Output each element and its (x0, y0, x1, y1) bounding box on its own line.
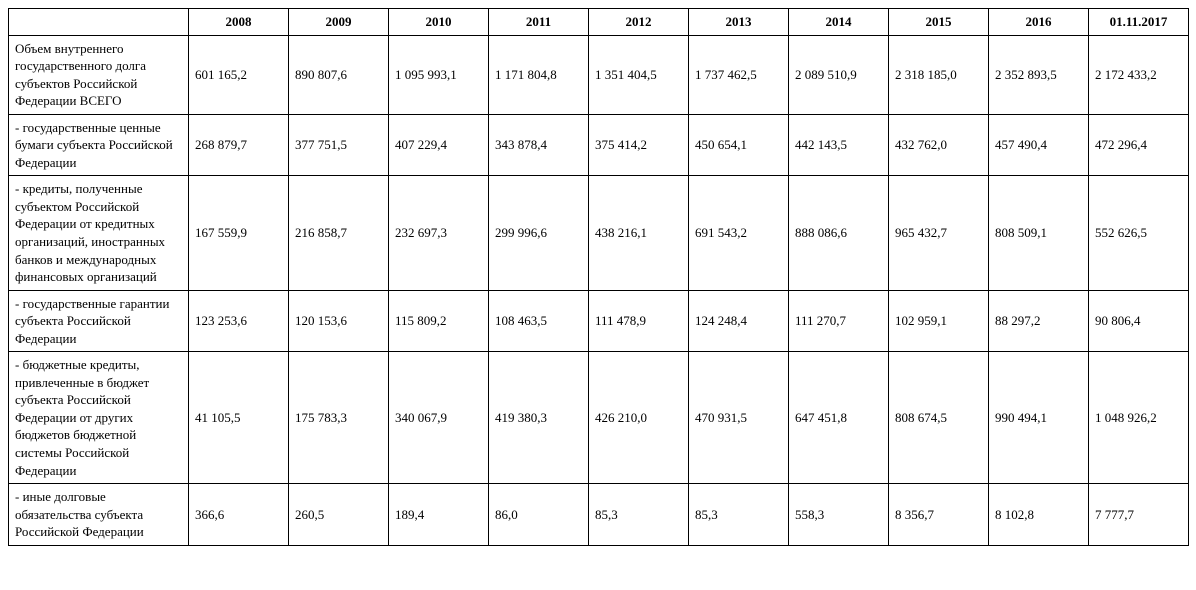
col-header-2017: 01.11.2017 (1089, 9, 1189, 36)
col-header-2012: 2012 (589, 9, 689, 36)
cell-value: 85,3 (589, 484, 689, 546)
col-header-empty (9, 9, 189, 36)
row-label: - государственные гарантии субъекта Росс… (9, 290, 189, 352)
cell-value: 442 143,5 (789, 114, 889, 176)
row-label: Объем внутреннего государственного долга… (9, 35, 189, 114)
cell-value: 85,3 (689, 484, 789, 546)
cell-value: 1 048 926,2 (1089, 352, 1189, 484)
cell-value: 115 809,2 (389, 290, 489, 352)
table-row: - государственные гарантии субъекта Росс… (9, 290, 1189, 352)
cell-value: 419 380,3 (489, 352, 589, 484)
cell-value: 366,6 (189, 484, 289, 546)
cell-value: 1 737 462,5 (689, 35, 789, 114)
cell-value: 88 297,2 (989, 290, 1089, 352)
cell-value: 377 751,5 (289, 114, 389, 176)
cell-value: 375 414,2 (589, 114, 689, 176)
col-header-2016: 2016 (989, 9, 1089, 36)
col-header-2015: 2015 (889, 9, 989, 36)
cell-value: 1 095 993,1 (389, 35, 489, 114)
cell-value: 1 171 804,8 (489, 35, 589, 114)
cell-value: 343 878,4 (489, 114, 589, 176)
table-row: - иные долговые обязательства субъекта Р… (9, 484, 1189, 546)
debt-structure-table: 2008 2009 2010 2011 2012 2013 2014 2015 … (8, 8, 1189, 546)
cell-value: 808 674,5 (889, 352, 989, 484)
col-header-2011: 2011 (489, 9, 589, 36)
cell-value: 167 559,9 (189, 176, 289, 290)
cell-value: 123 253,6 (189, 290, 289, 352)
cell-value: 2 318 185,0 (889, 35, 989, 114)
col-header-2008: 2008 (189, 9, 289, 36)
cell-value: 426 210,0 (589, 352, 689, 484)
cell-value: 8 102,8 (989, 484, 1089, 546)
cell-value: 102 959,1 (889, 290, 989, 352)
cell-value: 407 229,4 (389, 114, 489, 176)
col-header-2010: 2010 (389, 9, 489, 36)
table-body: Объем внутреннего государственного долга… (9, 35, 1189, 545)
cell-value: 7 777,7 (1089, 484, 1189, 546)
cell-value: 111 270,7 (789, 290, 889, 352)
cell-value: 890 807,6 (289, 35, 389, 114)
row-label: - кредиты, полученные субъектом Российск… (9, 176, 189, 290)
cell-value: 299 996,6 (489, 176, 589, 290)
cell-value: 175 783,3 (289, 352, 389, 484)
table-header-row: 2008 2009 2010 2011 2012 2013 2014 2015 … (9, 9, 1189, 36)
cell-value: 90 806,4 (1089, 290, 1189, 352)
cell-value: 472 296,4 (1089, 114, 1189, 176)
cell-value: 124 248,4 (689, 290, 789, 352)
cell-value: 86,0 (489, 484, 589, 546)
cell-value: 450 654,1 (689, 114, 789, 176)
cell-value: 965 432,7 (889, 176, 989, 290)
table-row: - кредиты, полученные субъектом Российск… (9, 176, 1189, 290)
cell-value: 432 762,0 (889, 114, 989, 176)
cell-value: 120 153,6 (289, 290, 389, 352)
cell-value: 2 172 433,2 (1089, 35, 1189, 114)
cell-value: 457 490,4 (989, 114, 1089, 176)
col-header-2009: 2009 (289, 9, 389, 36)
cell-value: 647 451,8 (789, 352, 889, 484)
cell-value: 340 067,9 (389, 352, 489, 484)
col-header-2013: 2013 (689, 9, 789, 36)
cell-value: 268 879,7 (189, 114, 289, 176)
row-label: - бюджетные кредиты, привлеченные в бюдж… (9, 352, 189, 484)
cell-value: 189,4 (389, 484, 489, 546)
cell-value: 888 086,6 (789, 176, 889, 290)
cell-value: 552 626,5 (1089, 176, 1189, 290)
col-header-2014: 2014 (789, 9, 889, 36)
table-row: Объем внутреннего государственного долга… (9, 35, 1189, 114)
cell-value: 2 352 893,5 (989, 35, 1089, 114)
cell-value: 8 356,7 (889, 484, 989, 546)
cell-value: 2 089 510,9 (789, 35, 889, 114)
table-row: - бюджетные кредиты, привлеченные в бюдж… (9, 352, 1189, 484)
cell-value: 808 509,1 (989, 176, 1089, 290)
cell-value: 111 478,9 (589, 290, 689, 352)
cell-value: 1 351 404,5 (589, 35, 689, 114)
row-label: - государственные ценные бумаги субъекта… (9, 114, 189, 176)
cell-value: 601 165,2 (189, 35, 289, 114)
cell-value: 41 105,5 (189, 352, 289, 484)
cell-value: 108 463,5 (489, 290, 589, 352)
cell-value: 260,5 (289, 484, 389, 546)
cell-value: 216 858,7 (289, 176, 389, 290)
table-row: - государственные ценные бумаги субъекта… (9, 114, 1189, 176)
cell-value: 691 543,2 (689, 176, 789, 290)
cell-value: 990 494,1 (989, 352, 1089, 484)
cell-value: 438 216,1 (589, 176, 689, 290)
cell-value: 232 697,3 (389, 176, 489, 290)
cell-value: 470 931,5 (689, 352, 789, 484)
row-label: - иные долговые обязательства субъекта Р… (9, 484, 189, 546)
cell-value: 558,3 (789, 484, 889, 546)
